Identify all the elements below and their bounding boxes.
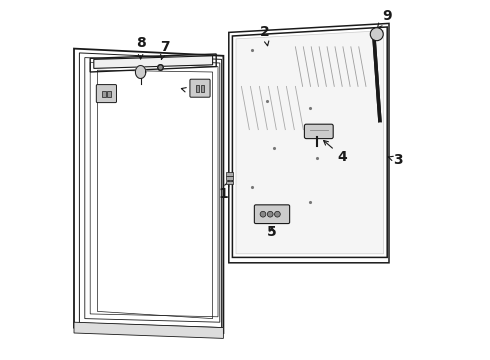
Text: 6: 6 xyxy=(181,85,197,99)
FancyBboxPatch shape xyxy=(254,205,290,224)
Text: 7: 7 xyxy=(160,40,170,59)
Circle shape xyxy=(260,211,266,217)
FancyBboxPatch shape xyxy=(102,91,106,97)
Polygon shape xyxy=(135,66,146,78)
Polygon shape xyxy=(236,31,384,254)
Text: 4: 4 xyxy=(323,140,347,163)
Circle shape xyxy=(274,211,280,217)
FancyBboxPatch shape xyxy=(226,172,233,176)
Text: 5: 5 xyxy=(267,225,277,239)
FancyBboxPatch shape xyxy=(226,176,233,180)
Circle shape xyxy=(268,211,273,217)
Polygon shape xyxy=(74,322,223,338)
Text: 1: 1 xyxy=(219,182,229,201)
Polygon shape xyxy=(94,56,213,68)
Text: 9: 9 xyxy=(377,9,392,28)
Text: 3: 3 xyxy=(388,153,403,167)
Text: 8: 8 xyxy=(136,36,146,59)
FancyBboxPatch shape xyxy=(201,85,204,92)
FancyBboxPatch shape xyxy=(107,91,111,97)
Text: 2: 2 xyxy=(260,26,270,46)
FancyBboxPatch shape xyxy=(304,124,333,139)
FancyBboxPatch shape xyxy=(196,85,199,92)
FancyBboxPatch shape xyxy=(190,79,210,97)
Circle shape xyxy=(370,28,383,41)
FancyBboxPatch shape xyxy=(226,181,233,184)
FancyBboxPatch shape xyxy=(97,85,117,103)
